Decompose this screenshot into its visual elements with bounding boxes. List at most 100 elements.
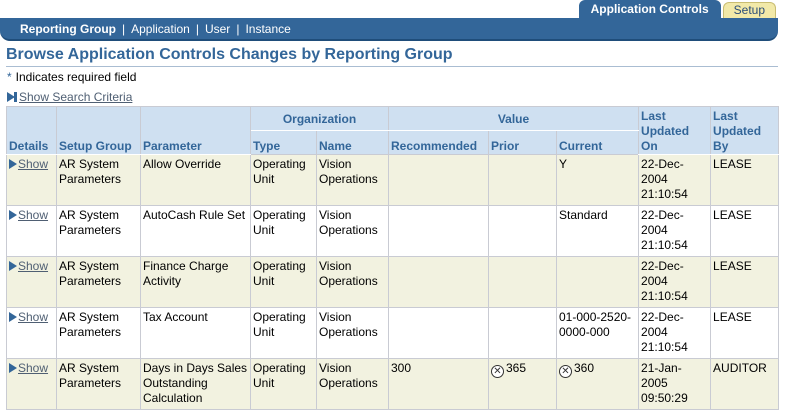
parameter-cell: AutoCash Rule Set xyxy=(140,205,251,257)
nav-reporting-group[interactable]: Reporting Group xyxy=(20,22,116,36)
expand-triangle-icon xyxy=(7,92,17,102)
recommended-cell xyxy=(388,256,489,308)
expand-triangle-icon xyxy=(9,363,17,373)
show-search-criteria[interactable]: Show Search Criteria xyxy=(7,90,132,104)
recommended-cell xyxy=(388,154,489,206)
setup-group-cell: AR System Parameters xyxy=(56,358,141,410)
current-cell: ✕ 360 xyxy=(555,358,640,410)
org-type-cell: Operating Unit xyxy=(250,358,317,410)
updated-on-cell: 22-Dec-2004 21:10:54 xyxy=(638,205,712,257)
current-value: 360 xyxy=(574,361,595,375)
x-circle-icon: ✕ xyxy=(559,365,572,378)
header-value: Value xyxy=(387,106,640,131)
nav-user[interactable]: User xyxy=(204,22,231,36)
prior-cell: ✕ 365 xyxy=(488,358,557,410)
header-details: Details xyxy=(6,106,57,155)
org-name-cell: Vision Operations xyxy=(316,205,389,257)
top-tabs: Application Controls Setup xyxy=(577,0,776,18)
show-details-link[interactable]: Show xyxy=(18,208,49,222)
nav-separator: | xyxy=(236,22,240,36)
current-cell: 01-000-2520-0000-000 xyxy=(555,307,640,359)
required-note: * Indicates required field xyxy=(7,70,136,84)
header-last-updated-on: Last Updated On xyxy=(638,106,712,155)
table-row: Show AR System Parameters Finance Charge… xyxy=(6,256,780,308)
recommended-cell xyxy=(388,307,489,359)
org-type-cell: Operating Unit xyxy=(250,205,317,257)
show-search-criteria-link[interactable]: Show Search Criteria xyxy=(19,90,133,104)
show-details-link[interactable]: Show xyxy=(18,361,49,375)
show-details-link[interactable]: Show xyxy=(18,259,49,273)
expand-triangle-icon xyxy=(9,261,17,271)
updated-by-cell: LEASE xyxy=(710,256,780,308)
details-cell[interactable]: Show xyxy=(6,307,57,359)
header-org-type: Type xyxy=(250,130,317,155)
prior-value: 365 xyxy=(506,361,527,375)
required-star: * xyxy=(7,70,12,84)
prior-cell xyxy=(488,256,557,308)
org-name-cell: Vision Operations xyxy=(316,358,389,410)
changes-table: Details Setup Group Parameter Organizati… xyxy=(6,106,780,410)
header-recommended: Recommended xyxy=(388,130,489,155)
recommended-cell xyxy=(388,205,489,257)
header-current: Current xyxy=(555,130,640,155)
parameter-cell: Days in Days Sales Outstanding Calculati… xyxy=(140,358,251,410)
current-cell: Standard xyxy=(555,205,640,257)
org-name-cell: Vision Operations xyxy=(316,256,389,308)
header-org-name: Name xyxy=(316,130,389,155)
prior-cell xyxy=(488,205,557,257)
updated-on-cell: 21-Jan-2005 09:50:29 xyxy=(638,358,712,410)
updated-by-cell: LEASE xyxy=(710,205,780,257)
updated-on-cell: 22-Dec-2004 21:10:54 xyxy=(638,307,712,359)
updated-by-cell: LEASE xyxy=(710,307,780,359)
show-details-link[interactable]: Show xyxy=(18,157,49,171)
tab-setup[interactable]: Setup xyxy=(722,2,776,18)
prior-cell xyxy=(488,154,557,206)
nav-application[interactable]: Application xyxy=(131,22,190,36)
setup-group-cell: AR System Parameters xyxy=(56,307,141,359)
parameter-cell: Finance Charge Activity xyxy=(140,256,251,308)
expand-triangle-icon xyxy=(9,312,17,322)
current-cell: Y xyxy=(555,154,640,206)
org-name-cell: Vision Operations xyxy=(316,307,389,359)
show-details-link[interactable]: Show xyxy=(18,310,49,324)
table-row: Show AR System Parameters Allow Override… xyxy=(6,154,780,206)
header-setup-group: Setup Group xyxy=(56,106,141,155)
nav-instance[interactable]: Instance xyxy=(245,22,291,36)
expand-triangle-icon xyxy=(9,210,17,220)
org-type-cell: Operating Unit xyxy=(250,256,317,308)
prior-cell xyxy=(488,307,557,359)
details-cell[interactable]: Show xyxy=(6,256,57,308)
parameter-cell: Tax Account xyxy=(140,307,251,359)
table-row: Show AR System Parameters Days in Days S… xyxy=(6,358,780,410)
required-note-text: Indicates required field xyxy=(15,70,137,84)
header-prior: Prior xyxy=(488,130,557,155)
table-row: Show AR System Parameters AutoCash Rule … xyxy=(6,205,780,257)
x-circle-icon: ✕ xyxy=(491,365,504,378)
details-cell[interactable]: Show xyxy=(6,358,57,410)
table-row: Show AR System Parameters Tax Account Op… xyxy=(6,307,780,359)
details-cell[interactable]: Show xyxy=(6,205,57,257)
setup-group-cell: AR System Parameters xyxy=(56,205,141,257)
updated-on-cell: 22-Dec-2004 21:10:54 xyxy=(638,256,712,308)
page-title: Browse Application Controls Changes by R… xyxy=(6,46,778,67)
details-cell[interactable]: Show xyxy=(6,154,57,206)
org-name-cell: Vision Operations xyxy=(316,154,389,206)
tab-application-controls[interactable]: Application Controls xyxy=(578,0,721,18)
parameter-cell: Allow Override xyxy=(140,154,251,206)
recommended-cell: 300 xyxy=(388,358,489,410)
current-cell xyxy=(555,256,640,308)
updated-by-cell: AUDITOR xyxy=(710,358,780,410)
org-type-cell: Operating Unit xyxy=(250,154,317,206)
org-type-cell: Operating Unit xyxy=(250,307,317,359)
nav-separator: | xyxy=(195,22,199,36)
nav-separator: | xyxy=(122,22,126,36)
updated-on-cell: 22-Dec-2004 21:10:54 xyxy=(638,154,712,206)
sub-nav-bar: Reporting Group | Application | User | Instanc… xyxy=(0,18,778,41)
expand-triangle-icon xyxy=(9,159,17,169)
header-last-updated-by: Last Updated By xyxy=(710,106,780,155)
header-organization: Organization xyxy=(250,106,389,131)
setup-group-cell: AR System Parameters xyxy=(56,154,141,206)
setup-group-cell: AR System Parameters xyxy=(56,256,141,308)
updated-by-cell: LEASE xyxy=(710,154,780,206)
header-parameter: Parameter xyxy=(140,106,251,155)
